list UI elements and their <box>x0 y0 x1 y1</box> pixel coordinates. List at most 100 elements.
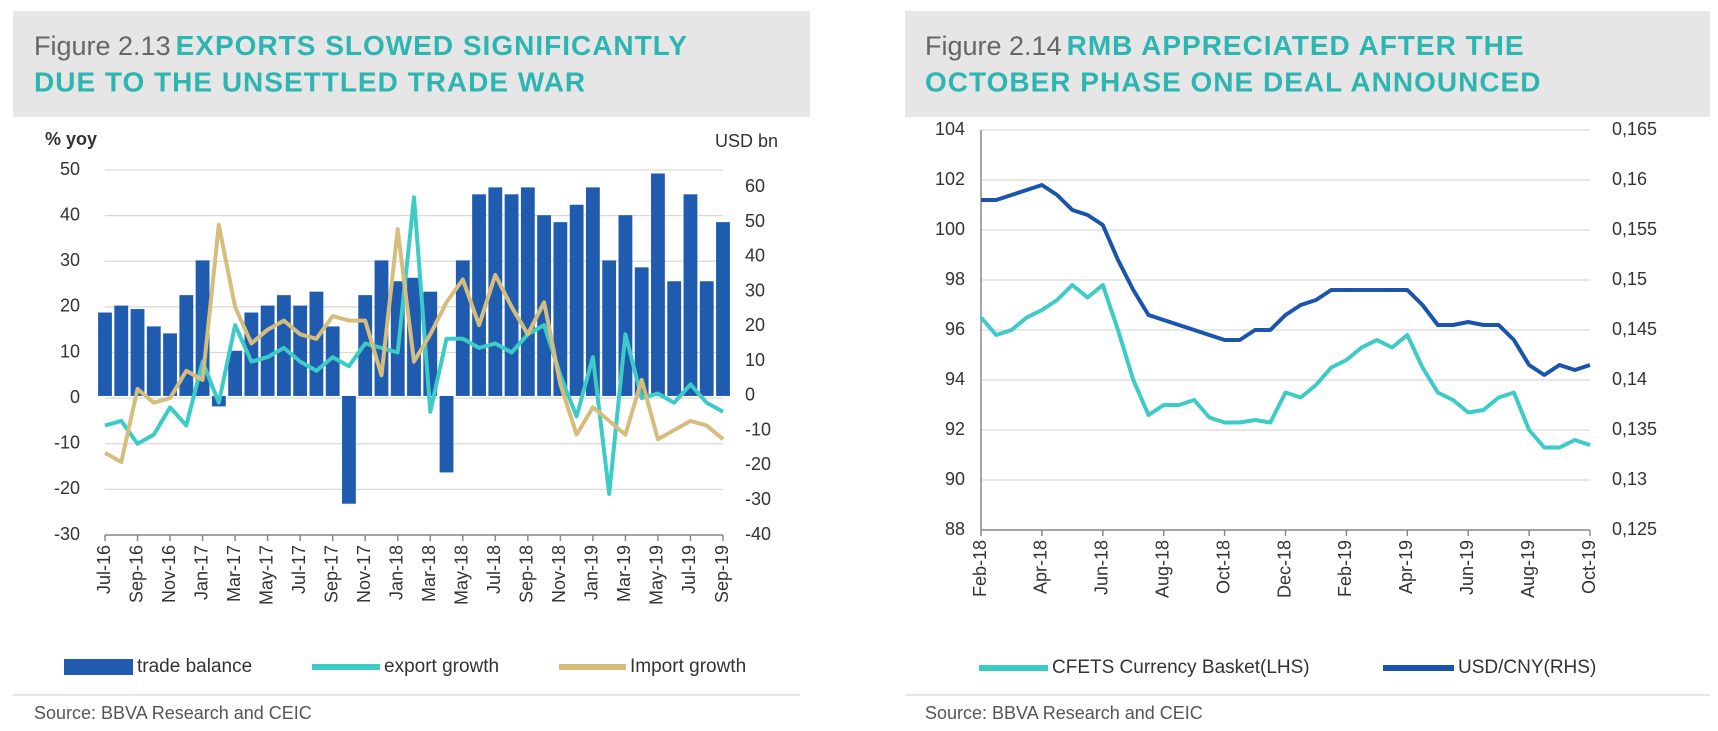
bar <box>667 281 682 396</box>
x-tick-label: Aug-18 <box>1152 540 1172 598</box>
y2-tick-label: 10 <box>745 350 765 370</box>
bar <box>699 281 714 396</box>
y2-tick-label: 0,125 <box>1612 519 1657 539</box>
x-tick-label: Aug-19 <box>1518 540 1538 598</box>
y-tick-label: 92 <box>945 419 965 439</box>
x-tick-label: Jun-19 <box>1457 540 1477 595</box>
bar <box>683 194 698 396</box>
y-tick-label: -30 <box>54 524 80 544</box>
x-tick-label: Nov-18 <box>549 545 569 603</box>
bar <box>325 326 340 396</box>
bar <box>228 350 243 396</box>
y2-tick-label: 0,13 <box>1612 469 1647 489</box>
y-tick-label: 10 <box>60 341 80 361</box>
bar <box>651 173 665 396</box>
y2-tick-label: 30 <box>745 280 765 300</box>
bar <box>407 277 421 396</box>
y2-tick-label: -40 <box>745 524 771 544</box>
y-tick-label: 0 <box>70 387 80 407</box>
bar <box>553 222 568 396</box>
y2-tick-label: 0,165 <box>1612 119 1657 139</box>
y-tick-label: 40 <box>60 204 80 224</box>
bar <box>716 222 730 396</box>
x-tick-label: Jan-17 <box>191 545 211 600</box>
y-tick-label: 94 <box>945 369 965 389</box>
x-tick-label: Mar-18 <box>419 545 439 602</box>
x-tick-label: Jul-18 <box>484 545 504 594</box>
x-tick-label: Feb-18 <box>970 540 990 597</box>
bar <box>585 187 600 396</box>
x-tick-label: Nov-16 <box>159 545 179 603</box>
y-tick-label: 88 <box>945 519 965 539</box>
x-tick-label: May-19 <box>647 545 667 605</box>
y2-tick-label: 0,15 <box>1612 269 1647 289</box>
x-tick-label: May-17 <box>256 545 276 605</box>
y2-tick-label: 0,14 <box>1612 369 1647 389</box>
y2-tick-label: 0 <box>745 385 755 405</box>
title-line: RMB APPRECIATED AFTER THE <box>1067 30 1525 61</box>
y-axis-label: % yoy <box>45 129 97 149</box>
y-tick-label: -10 <box>54 433 80 453</box>
legend-label: trade balance <box>137 656 252 677</box>
x-tick-label: Jul-19 <box>679 545 699 594</box>
y2-tick-label: 20 <box>745 315 765 335</box>
legend-label: CFETS Currency Basket(LHS) <box>1052 657 1310 678</box>
y2-tick-label: 0,155 <box>1612 219 1657 239</box>
x-tick-label: Sep-18 <box>517 545 537 603</box>
bar <box>293 305 308 396</box>
legend-label: USD/CNY(RHS) <box>1458 657 1596 678</box>
line <box>104 195 724 496</box>
legend-label: export growth <box>384 656 499 677</box>
x-tick-label: Oct-19 <box>1579 540 1599 594</box>
y-tick-label: 104 <box>935 119 965 139</box>
header-box <box>905 11 1710 117</box>
x-tick-label: Apr-18 <box>1031 540 1051 594</box>
legend-label: Import growth <box>630 656 746 677</box>
x-tick-label: Nov-17 <box>354 545 374 603</box>
y2-tick-label: 0,135 <box>1612 419 1657 439</box>
x-tick-label: Jan-19 <box>582 545 602 600</box>
y2-tick-label: -10 <box>745 419 771 439</box>
bar <box>439 395 454 473</box>
title-line: EXPORTS SLOWED SIGNIFICANTLY <box>176 30 688 61</box>
x-tick-label: Jun-18 <box>1092 540 1112 595</box>
y-tick-label: 30 <box>60 250 80 270</box>
x-tick-label: May-18 <box>452 545 472 605</box>
x-tick-label: Sep-16 <box>126 545 146 603</box>
y2-tick-label: 0,16 <box>1612 169 1647 189</box>
x-tick-label: Apr-19 <box>1396 540 1416 594</box>
x-tick-label: Jul-17 <box>289 545 309 594</box>
y2-tick-label: 50 <box>745 211 765 231</box>
bar <box>309 291 324 396</box>
line <box>104 222 725 464</box>
y-tick-label: -20 <box>54 478 80 498</box>
x-tick-label: Dec-18 <box>1274 540 1294 598</box>
y2-tick-label: 0,145 <box>1612 319 1657 339</box>
bar <box>634 267 649 396</box>
bar <box>602 260 617 396</box>
bar <box>472 194 486 396</box>
x-tick-label: Sep-17 <box>321 545 341 603</box>
figure-label: Figure 2.14 <box>925 31 1062 61</box>
line <box>979 283 1591 450</box>
bar <box>260 305 275 396</box>
bar <box>163 333 177 396</box>
title-line: OCTOBER PHASE ONE DEAL ANNOUNCED <box>925 66 1541 97</box>
source: Source: BBVA Research and CEIC <box>925 703 1203 723</box>
x-tick-label: Mar-17 <box>224 545 244 602</box>
y-tick-label: 98 <box>945 269 965 289</box>
line <box>981 183 1591 377</box>
y2-tick-label: -20 <box>745 454 771 474</box>
bar <box>520 187 535 396</box>
x-tick-label: Mar-19 <box>614 545 634 602</box>
y-tick-label: 20 <box>60 296 80 316</box>
bar <box>146 326 161 396</box>
bar <box>276 295 291 396</box>
y-tick-label: 96 <box>945 319 965 339</box>
bar <box>130 309 145 396</box>
y2-axis-label: USD bn <box>715 131 778 151</box>
x-tick-label: Sep-19 <box>712 545 732 603</box>
x-tick-label: Oct-18 <box>1213 540 1233 594</box>
y2-tick-label: 60 <box>745 176 765 196</box>
